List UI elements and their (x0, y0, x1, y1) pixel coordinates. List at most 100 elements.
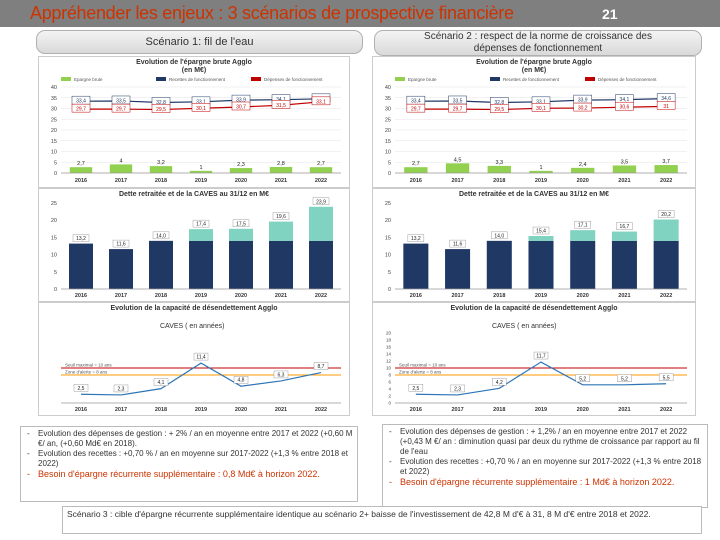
threshold-label: Seuil maximal = 10 ans (399, 363, 446, 368)
y-tick-label: 5 (388, 160, 391, 166)
x-tick-label: 2017 (451, 407, 463, 413)
dette-caves-bar (528, 236, 554, 241)
total-label-box (491, 231, 508, 240)
chart-title: Evolution de la capacité de désendetteme… (110, 305, 278, 312)
line-value-label: 33,4 (411, 99, 421, 105)
note-text: Besoin d'épargne récurrente supplémentai… (38, 469, 320, 479)
point-value-label: 5,2 (621, 376, 628, 382)
y-tick-label: 0 (54, 171, 57, 177)
dette-caves-bar (269, 221, 293, 241)
bar-value-label: 1 (199, 165, 202, 171)
x-tick-label: 2016 (410, 178, 422, 184)
total-label-box (192, 219, 210, 228)
x-tick-label: 2019 (535, 407, 547, 413)
x-tick-label: 2016 (75, 293, 87, 299)
line-value-label: 33,9 (578, 98, 588, 104)
note-item: - Evolution des recettes : +0,70 % / an e… (387, 457, 703, 477)
scenario2-label: Scénario 2 : respect de la norme de croi… (374, 30, 702, 56)
total-value-label: 16,7 (620, 224, 630, 230)
x-tick-label: 2022 (315, 407, 327, 413)
x-tick-label: 2020 (577, 178, 589, 184)
bar-value-label: 2,7 (77, 161, 85, 167)
epargne-bar (229, 168, 253, 173)
line-value-label: 29,5 (156, 107, 166, 113)
line-value-label: 30,1 (196, 106, 206, 112)
line-value-label: 30,1 (536, 106, 546, 112)
y-tick-label: 8 (388, 373, 391, 378)
line-value-label: 33,1 (536, 99, 546, 105)
y-tick-label: 30 (385, 107, 391, 113)
x-tick-label: 2020 (577, 293, 589, 299)
x-tick-label: 2020 (235, 178, 247, 184)
bar-value-label: 2,8 (277, 161, 285, 167)
point-label-box (575, 374, 590, 383)
x-tick-label: 2021 (618, 407, 630, 413)
y-tick-label: 40 (385, 85, 391, 91)
legend-swatch (585, 77, 595, 81)
epargne-bar (445, 163, 470, 173)
page-number: 21 (602, 6, 618, 22)
y-tick-label: 6 (388, 380, 391, 385)
point-value-label: 11,7 (536, 354, 546, 360)
point-value-label: 5,2 (579, 376, 586, 382)
dette-caves-bar (229, 228, 253, 241)
y-tick-label: 15 (385, 139, 391, 145)
dette-caves-bar (653, 219, 679, 241)
line-value-label: 30,7 (236, 104, 246, 110)
chart-title: Dette retraitée et de la CAVES au 31/12 … (118, 191, 270, 198)
line-point-box (448, 103, 467, 113)
y-tick-label: 30 (51, 107, 57, 113)
y-tick-label: 10 (51, 150, 57, 156)
total-value-label: 13,2 (411, 236, 421, 242)
y-tick-label: 5 (54, 270, 57, 276)
line-value-label: 29,7 (411, 107, 421, 113)
dette-chart-s1: Dette retraitée et de la CAVES au 31/12 … (38, 188, 350, 302)
epargne-chart-s1: Evolution de l'épargne brute Agglo (en M€… (38, 56, 350, 188)
note-text: Evolution des recettes : +0,70 % / an en… (38, 449, 348, 468)
point-value-label: 4,2 (496, 380, 503, 386)
chart-title: Dette retraitée et de la CAVES au 31/12 … (458, 191, 610, 198)
chart-subtitle: (en M€) (521, 67, 547, 74)
total-label-box (112, 239, 130, 248)
dette-agglo-bar (611, 240, 637, 289)
chart-subtitle: (en M€) (181, 67, 207, 74)
legend-label: Epargne brute (74, 77, 103, 82)
chart-title: Evolution de l'épargne brute Agglo (476, 59, 592, 66)
x-tick-label: 2016 (75, 178, 87, 184)
point-value-label: 8,7 (318, 364, 325, 370)
line-point-box (231, 101, 251, 111)
bullet-dash: - (27, 449, 30, 458)
total-label-box (312, 197, 330, 205)
total-label-box (407, 234, 425, 242)
epargne-bar (149, 166, 173, 173)
x-tick-label: 2019 (195, 178, 207, 184)
epargne-chart-s2: Evolution de l'épargne brute Agglo (en M€… (372, 56, 696, 188)
x-tick-label: 2019 (535, 178, 547, 184)
point-label-box (408, 384, 424, 392)
line-point-box (615, 101, 634, 111)
point-value-label: 2,5 (78, 386, 85, 392)
epargne-bar (612, 165, 637, 173)
y-tick-label: 20 (386, 331, 392, 336)
line-point-box (191, 103, 211, 112)
threshold-label: Seuil maximal = 10 ans (65, 363, 112, 368)
dette-agglo-bar (403, 243, 429, 289)
line-value-label: 31,5 (276, 103, 286, 109)
capacity-line (415, 361, 667, 396)
point-value-label: 2,5 (412, 386, 419, 392)
line-value-label: 30,6 (620, 105, 630, 111)
total-value-label: 17,1 (578, 223, 588, 229)
x-tick-label: 2016 (410, 293, 422, 299)
total-label-box (152, 231, 170, 240)
line-value-label: 34,6 (661, 96, 671, 102)
x-tick-label: 2022 (660, 407, 672, 413)
epargne-svg: Epargne brute Recettes de fonctionnement D… (51, 77, 341, 184)
point-value-label: 4,1 (158, 380, 165, 386)
y-tick-label: 20 (385, 218, 391, 224)
dette-caves-bar (309, 206, 333, 241)
y-tick-label: 25 (385, 117, 391, 123)
epargne-bar (69, 167, 93, 173)
bar-value-label: 2,3 (237, 162, 245, 168)
line-point-box (656, 101, 676, 110)
